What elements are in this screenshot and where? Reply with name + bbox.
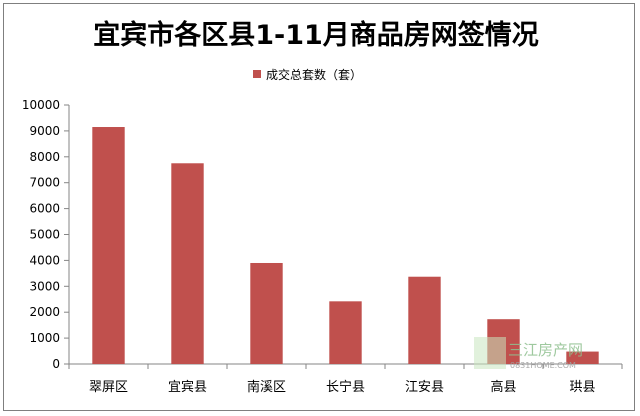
x-tick-label: 长宁县 (326, 379, 365, 395)
x-tick-label: 宜宾县 (168, 379, 207, 395)
y-tick-label: 5000 (29, 228, 60, 242)
y-tick-label: 9000 (29, 124, 60, 138)
chart-title: 宜宾市各区县1-11月商品房网签情况 (93, 19, 539, 51)
watermark-logo-icon (474, 337, 506, 369)
x-tick-label: 珙县 (569, 380, 595, 395)
y-tick-label: 2000 (29, 305, 60, 319)
y-tick-label: 7000 (29, 176, 60, 190)
y-axis: 0 1000 2000 3000 4000 5000 6000 7000 8000 9000 100… (22, 98, 70, 371)
bars (92, 127, 599, 364)
y-tick-label: 4000 (29, 253, 60, 267)
x-tick-label: 翠屏区 (89, 380, 128, 395)
y-tick-label: 6000 (29, 202, 60, 216)
legend-swatch (253, 70, 261, 78)
bar-6 (566, 351, 599, 364)
y-tick-label: 8000 (29, 150, 60, 164)
y-tick-label: 0 (52, 357, 60, 371)
chart-frame: 宜宾市各区县1-11月商品房网签情况 成交总套数（套） 0 1000 2000 300… (3, 3, 635, 411)
legend: 成交总套数（套） (253, 67, 362, 82)
watermark-url: 0831HOME.COM (510, 361, 576, 370)
x-tick-label: 南溪区 (247, 379, 286, 395)
x-tick-label: 江安县 (405, 380, 444, 395)
y-tick-label: 3000 (29, 279, 60, 293)
y-tick-label: 10000 (22, 98, 60, 112)
legend-label: 成交总套数（套） (266, 67, 362, 82)
watermark: 三江房产网 0831HOME.COM (474, 337, 583, 370)
y-tick-label: 1000 (29, 331, 60, 345)
bar-chart: 宜宾市各区县1-11月商品房网签情况 成交总套数（套） 0 1000 2000 300… (22, 19, 623, 395)
bar-0 (92, 127, 125, 364)
watermark-brand: 三江房产网 (508, 341, 583, 359)
bar-1 (171, 163, 204, 364)
bar-2 (250, 262, 283, 364)
x-tick-label: 高县 (490, 379, 516, 395)
bar-3 (329, 301, 362, 364)
bar-4 (408, 276, 441, 364)
